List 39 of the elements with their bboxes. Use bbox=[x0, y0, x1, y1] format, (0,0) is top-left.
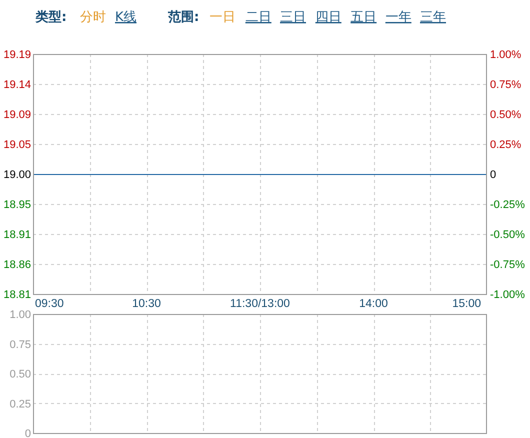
text: 三日 bbox=[280, 10, 306, 25]
x-tick-label: 11:30/13:00 bbox=[230, 298, 290, 310]
y-tick-label: 18.91 bbox=[3, 229, 31, 241]
y-tick-label: 19.19 bbox=[3, 49, 31, 61]
text: 二日 bbox=[245, 10, 272, 25]
text: 四日 bbox=[315, 10, 342, 25]
y2-tick-label: 0.50% bbox=[490, 109, 522, 121]
y2-tick-label: 0.25% bbox=[490, 139, 522, 151]
y-tick-label: 19.09 bbox=[3, 109, 31, 121]
y2-tick-label: -0.50% bbox=[490, 229, 526, 241]
y-tick-label: 0 bbox=[24, 428, 31, 438]
y2-tick-label: -1.00% bbox=[490, 289, 526, 301]
text: 一日 bbox=[210, 10, 236, 25]
y-tick-label: 19.05 bbox=[3, 139, 31, 151]
y-tick-label: 19.00 bbox=[3, 169, 31, 181]
y-tick-label: 19.14 bbox=[3, 79, 31, 91]
x-tick-label: 10:30 bbox=[132, 298, 161, 310]
y2-tick-label: 0 bbox=[490, 169, 496, 181]
x-tick-label: 09:30 bbox=[35, 298, 64, 310]
text: 一年 bbox=[385, 10, 412, 25]
text: 范围: bbox=[167, 10, 200, 25]
y-tick-label: 0.25 bbox=[10, 398, 31, 410]
y-tick-label: 18.86 bbox=[3, 259, 31, 271]
text: 五日 bbox=[350, 10, 377, 25]
y2-tick-label: -0.25% bbox=[490, 199, 526, 211]
text: K线 bbox=[115, 10, 137, 25]
y2-tick-label: 1.00% bbox=[490, 49, 522, 61]
x-tick-label: 15:00 bbox=[452, 298, 481, 310]
y-tick-label: 0.50 bbox=[10, 368, 31, 380]
y-tick-label: 18.95 bbox=[3, 199, 31, 211]
x-tick-label: 14:00 bbox=[359, 298, 388, 310]
y2-tick-label: -0.75% bbox=[490, 259, 526, 271]
text: 类型: bbox=[34, 10, 67, 25]
y-tick-label: 1.00 bbox=[10, 309, 31, 321]
y2-tick-label: 0.75% bbox=[490, 79, 522, 91]
y-tick-label: 18.81 bbox=[3, 289, 31, 301]
text: 分时 bbox=[80, 10, 106, 25]
y-tick-label: 0.75 bbox=[10, 338, 31, 351]
text: 三年 bbox=[420, 10, 446, 25]
